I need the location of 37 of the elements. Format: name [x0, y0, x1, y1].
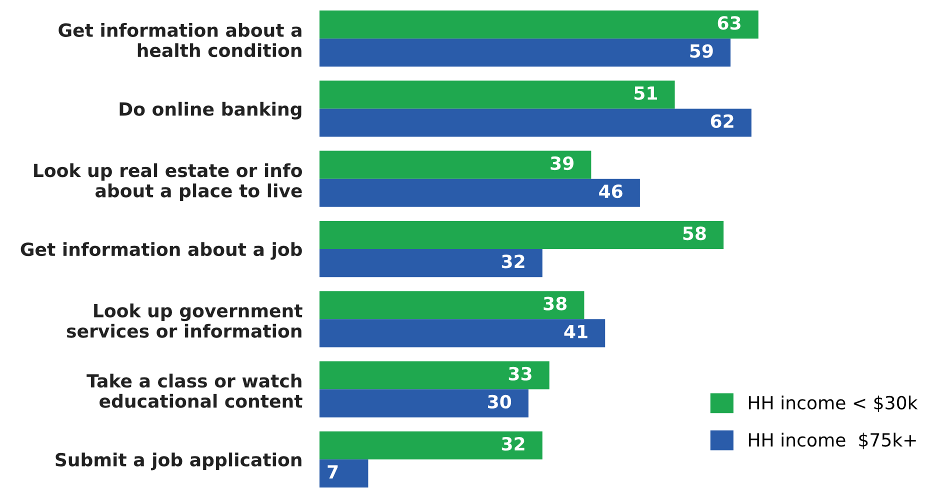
data-label: 51 [634, 86, 658, 100]
legend-label: HH income < $30k [748, 396, 918, 412]
y-tick-label: Take a class or watch educational content [86, 374, 302, 408]
bar [319, 389, 528, 418]
bar [319, 249, 542, 278]
y-tick-label: Get information about a job [20, 242, 302, 260]
data-label: 59 [690, 44, 713, 58]
data-label: 39 [550, 156, 574, 170]
bar [319, 361, 550, 390]
bar [319, 10, 758, 39]
bar [319, 80, 675, 109]
data-label: 62 [710, 114, 734, 128]
data-label: 63 [718, 16, 740, 30]
data-label: 46 [599, 184, 622, 198]
y-tick-label: Submit a job application [56, 452, 302, 470]
bar [319, 220, 724, 250]
data-label: 32 [502, 436, 524, 451]
bar [319, 319, 606, 348]
y-tick-label: Get information about a health condition [58, 22, 302, 58]
data-label: 30 [488, 394, 512, 409]
y-tick-label: Do online banking [120, 102, 302, 120]
bar [319, 431, 542, 460]
bar [319, 108, 752, 137]
y-tick-label: Look up government services or information [66, 303, 302, 338]
bar [319, 459, 368, 488]
bar [319, 291, 584, 320]
bar [319, 178, 640, 207]
data-label: 32 [502, 254, 524, 268]
legend-label: HH income $75k+ [748, 432, 916, 450]
data-label: 41 [564, 324, 588, 338]
y-tick-label: Look up real estate or info about a place to live [34, 163, 302, 201]
bar [319, 38, 731, 67]
data-label: 38 [544, 296, 567, 310]
data-label: 58 [683, 226, 706, 240]
bar [319, 150, 592, 179]
data-label: 7 [328, 465, 338, 478]
data-label: 33 [508, 366, 532, 381]
